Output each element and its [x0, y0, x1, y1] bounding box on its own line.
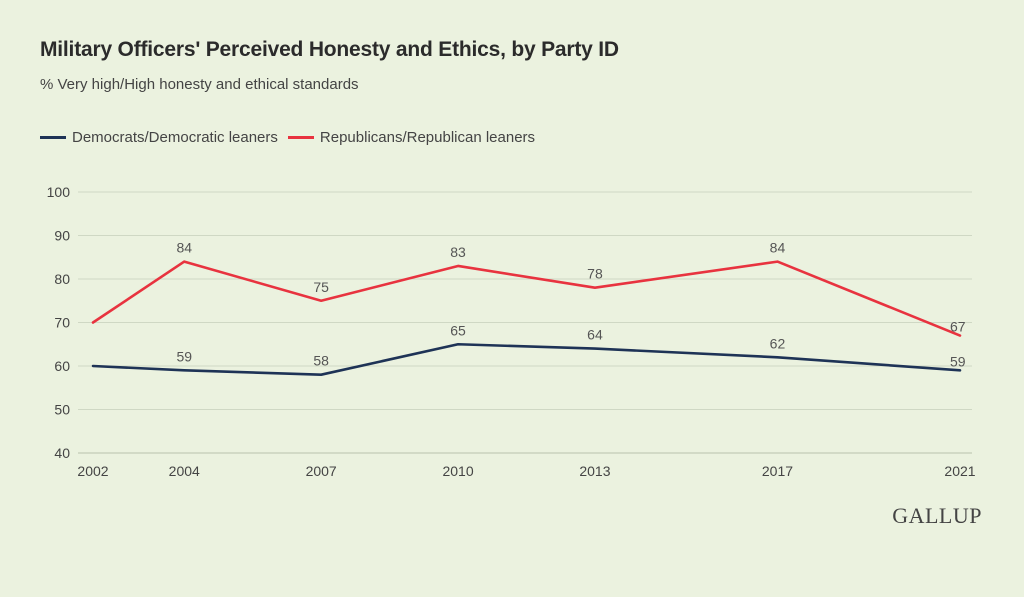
- legend: Democrats/Democratic leaners Republicans…: [40, 129, 545, 146]
- y-tick-label-50: 50: [54, 402, 70, 418]
- legend-item-republicans: Republicans/Republican leaners: [287, 129, 536, 146]
- series-line-democrats: [91, 342, 962, 377]
- data-label-republicans-2013: 78: [587, 266, 603, 282]
- x-tick-label-2013: 2013: [579, 463, 610, 479]
- data-label-republicans-2007: 75: [313, 279, 329, 295]
- y-tick-label-60: 60: [54, 358, 70, 374]
- x-tick-label-2007: 2007: [306, 463, 337, 479]
- chart-subtitle: % Very high/High honesty and ethical sta…: [40, 76, 359, 93]
- x-tick-label-2017: 2017: [762, 463, 793, 479]
- legend-label-democrats: Democrats/Democratic leaners: [72, 129, 278, 146]
- data-label-democrats-2017: 62: [770, 335, 786, 351]
- data-label-republicans-2021: 67: [950, 319, 966, 335]
- y-tick-label-40: 40: [54, 445, 70, 461]
- series-line-republicans: [91, 260, 962, 337]
- data-label-republicans-2017: 84: [770, 240, 786, 256]
- data-label-democrats-2004: 59: [176, 348, 192, 364]
- y-tick-label-100: 100: [47, 184, 71, 200]
- legend-swatch-democrats: [40, 136, 66, 139]
- x-tick-label-2002: 2002: [77, 463, 108, 479]
- y-tick-label-70: 70: [54, 315, 70, 331]
- gallup-logo: GALLUP: [892, 503, 982, 528]
- legend-label-republicans: Republicans/Republican leaners: [319, 129, 536, 146]
- data-label-democrats-2021: 59: [950, 353, 966, 369]
- x-tick-label-2021: 2021: [944, 463, 975, 479]
- x-tick-label-2004: 2004: [169, 463, 200, 479]
- legend-swatch-republicans: [287, 136, 314, 139]
- chart-title: Military Officers' Perceived Honesty and…: [40, 38, 619, 61]
- x-tick-label-2010: 2010: [442, 463, 473, 479]
- y-tick-label-80: 80: [54, 271, 70, 287]
- data-label-democrats-2007: 58: [313, 353, 329, 369]
- data-label-democrats-2013: 64: [587, 327, 603, 343]
- data-label-republicans-2010: 83: [450, 244, 466, 260]
- legend-item-democrats: Democrats/Democratic leaners: [40, 129, 278, 146]
- data-label-republicans-2004: 84: [176, 240, 192, 256]
- y-tick-label-90: 90: [54, 228, 70, 244]
- data-label-democrats-2010: 65: [450, 322, 466, 338]
